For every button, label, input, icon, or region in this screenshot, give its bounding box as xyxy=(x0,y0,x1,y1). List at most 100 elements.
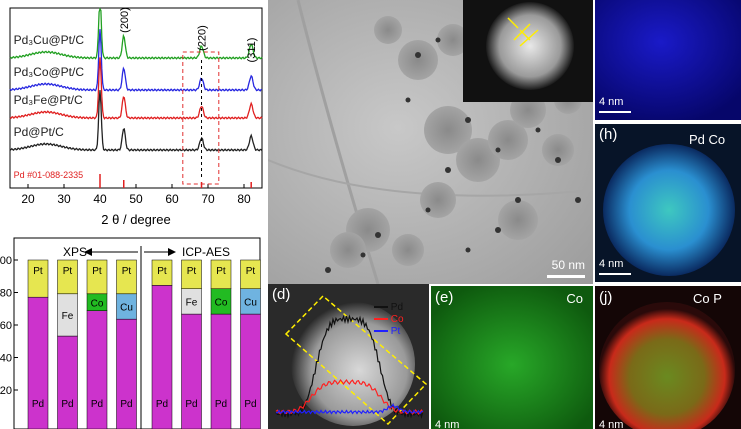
xrd-xtick-label: 30 xyxy=(57,192,71,206)
comp-bar-pt-label: Pt xyxy=(216,266,226,277)
comp-bar-pt xyxy=(210,259,232,289)
xrd-xtick-label: 20 xyxy=(21,192,35,206)
map-h-texture xyxy=(595,124,741,282)
comp-bar-metal-label: Fe xyxy=(186,297,198,308)
map-e-scale: 4 nm xyxy=(435,419,460,429)
xrd-xtick-label: 50 xyxy=(129,192,143,206)
comp-bar-pt-label: Pt xyxy=(122,266,132,277)
line-scan-pd xyxy=(275,314,424,420)
comp-ytick-label: 40 xyxy=(0,353,12,365)
comp-bar-pd-label: Pd xyxy=(215,399,227,410)
comp-ytick-label: 100 xyxy=(0,255,12,267)
comp-bar-pd-label: Pd xyxy=(185,399,197,410)
line-scan-panel: (d) Pd Co Pt xyxy=(268,284,429,429)
comp-bar-pd-label: Pd xyxy=(120,399,132,410)
map-h-scale-bar xyxy=(599,273,631,275)
xrd-peak-label: (311) xyxy=(246,38,258,63)
comp-icp-label: ICP-AES xyxy=(182,245,230,259)
comp-bar-pt xyxy=(151,259,173,286)
map-g-texture xyxy=(595,0,741,120)
map-j-label: (j) xyxy=(599,289,613,306)
comp-bar-pd-label: Pd xyxy=(61,399,73,410)
map-e: (e) Co 4 nm xyxy=(431,286,593,429)
comp-bar-pt-label: Pt xyxy=(33,266,43,277)
legend-pd: Pd xyxy=(390,302,404,313)
comp-bar-metal-label: Co xyxy=(215,297,228,308)
comp-bar-pd-label: Pd xyxy=(32,399,44,410)
comp-ytick-label: 20 xyxy=(0,385,12,397)
comp-bar-pt xyxy=(181,259,202,289)
xrd-peak-label: (200) xyxy=(119,7,131,33)
comp-arrowhead-right xyxy=(168,248,176,256)
comp-bar-pd xyxy=(116,318,137,429)
comp-bar-metal-label: Cu xyxy=(244,297,257,308)
comp-bar-pd xyxy=(181,313,202,429)
comp-ytick-label: 60 xyxy=(0,320,12,332)
comp-bar-pd xyxy=(86,310,108,429)
comp-bar-pt xyxy=(27,259,49,298)
xrd-trace xyxy=(9,7,263,60)
line-scan-legend: Pd Co Pt xyxy=(374,302,404,338)
tem-scale-label: 50 nm xyxy=(551,258,585,272)
panel-d-label: (d) xyxy=(272,286,291,303)
comp-xps-label: XPS xyxy=(63,245,87,259)
comp-bar-pt-label: Pt xyxy=(63,266,73,277)
comp-bar-pt xyxy=(240,259,261,289)
xrd-series-label: Pd₃Fe@Pt/C xyxy=(14,93,83,107)
xrd-trace xyxy=(9,29,263,92)
legend-pt: Pt xyxy=(390,326,401,337)
map-h-scale: 4 nm xyxy=(599,258,624,270)
map-e-element: Co xyxy=(566,291,583,306)
comp-ytick-label: 80 xyxy=(0,288,12,300)
xrd-xtick-label: 60 xyxy=(165,192,179,206)
comp-bar-pd xyxy=(210,313,232,429)
comp-bar-pt-label: Pt xyxy=(246,266,256,277)
map-g: 4 nm xyxy=(595,0,741,120)
comp-bar-metal-label: Cu xyxy=(120,302,133,313)
xrd-xtick-label: 40 xyxy=(93,192,107,206)
map-j-scale: 4 nm xyxy=(599,419,624,429)
tem-scale-bar xyxy=(547,275,585,278)
comp-bar-metal-label: Fe xyxy=(62,311,74,322)
map-h-elements: Pd Co xyxy=(689,132,726,147)
map-j-texture xyxy=(595,286,741,429)
map-g-scale: 4 nm xyxy=(599,96,624,108)
map-h: (h) Pd Co 4 nm xyxy=(595,124,741,282)
comp-bar-pd-label: Pd xyxy=(156,399,168,410)
xrd-reference-label: Pd #01-088-2335 xyxy=(14,170,84,180)
comp-bar-pt xyxy=(57,259,78,295)
xrd-series-label: Pd₃Cu@Pt/C xyxy=(14,33,85,47)
comp-bar-pd-label: Pd xyxy=(244,399,256,410)
line-scan-chart xyxy=(275,294,428,426)
line-scan-pt xyxy=(275,403,424,415)
xrd-chart: 20 30 40 50 60 70 80 2 θ / degree Pd₃Cu@Pt/C Pd₃C… xyxy=(9,7,263,227)
composition-chart: 100 80 60 40 20 XPS ICP-AES Pd Pt Pd Fe Pt Pd Co Pt Pd C… xyxy=(0,237,261,429)
tem-texture xyxy=(268,0,593,284)
comp-bar-pd xyxy=(240,313,261,429)
comp-bar-pd-label: Pd xyxy=(91,399,103,410)
comp-bar-pd xyxy=(57,335,78,429)
map-e-texture xyxy=(431,286,593,429)
xrd-peak-label: (220) xyxy=(197,25,209,51)
xrd-xtick-label: 70 xyxy=(201,192,215,206)
legend-co: Co xyxy=(390,314,404,325)
comp-bar-pt-label: Pt xyxy=(92,266,102,277)
composition-panel: 100 80 60 40 20 XPS ICP-AES Pd Pt Pd Fe Pt Pd Co Pt Pd C… xyxy=(0,232,268,429)
xrd-series-label: Pd@Pt/C xyxy=(14,125,65,139)
map-j-elements: Co P xyxy=(693,291,722,306)
comp-bar-pt xyxy=(86,259,108,295)
xrd-xlabel: 2 θ / degree xyxy=(101,212,170,227)
comp-arrowhead-left xyxy=(84,248,92,256)
map-j: (j) Co P 4 nm xyxy=(595,286,741,429)
map-h-label: (h) xyxy=(599,126,618,143)
comp-bar-pt xyxy=(116,259,137,295)
xrd-xtick-label: 80 xyxy=(237,192,251,206)
tem-image: 50 nm xyxy=(268,0,593,284)
map-e-label: (e) xyxy=(435,289,454,306)
comp-bar-metal-label: Co xyxy=(91,298,104,309)
map-g-scale-bar xyxy=(599,111,631,113)
xrd-trace xyxy=(9,90,263,152)
xrd-panel: 20 30 40 50 60 70 80 2 θ / degree Pd₃Cu@Pt/C Pd₃C… xyxy=(0,0,268,232)
comp-bar-pt-label: Pt xyxy=(187,266,197,277)
xrd-trace xyxy=(9,57,263,120)
